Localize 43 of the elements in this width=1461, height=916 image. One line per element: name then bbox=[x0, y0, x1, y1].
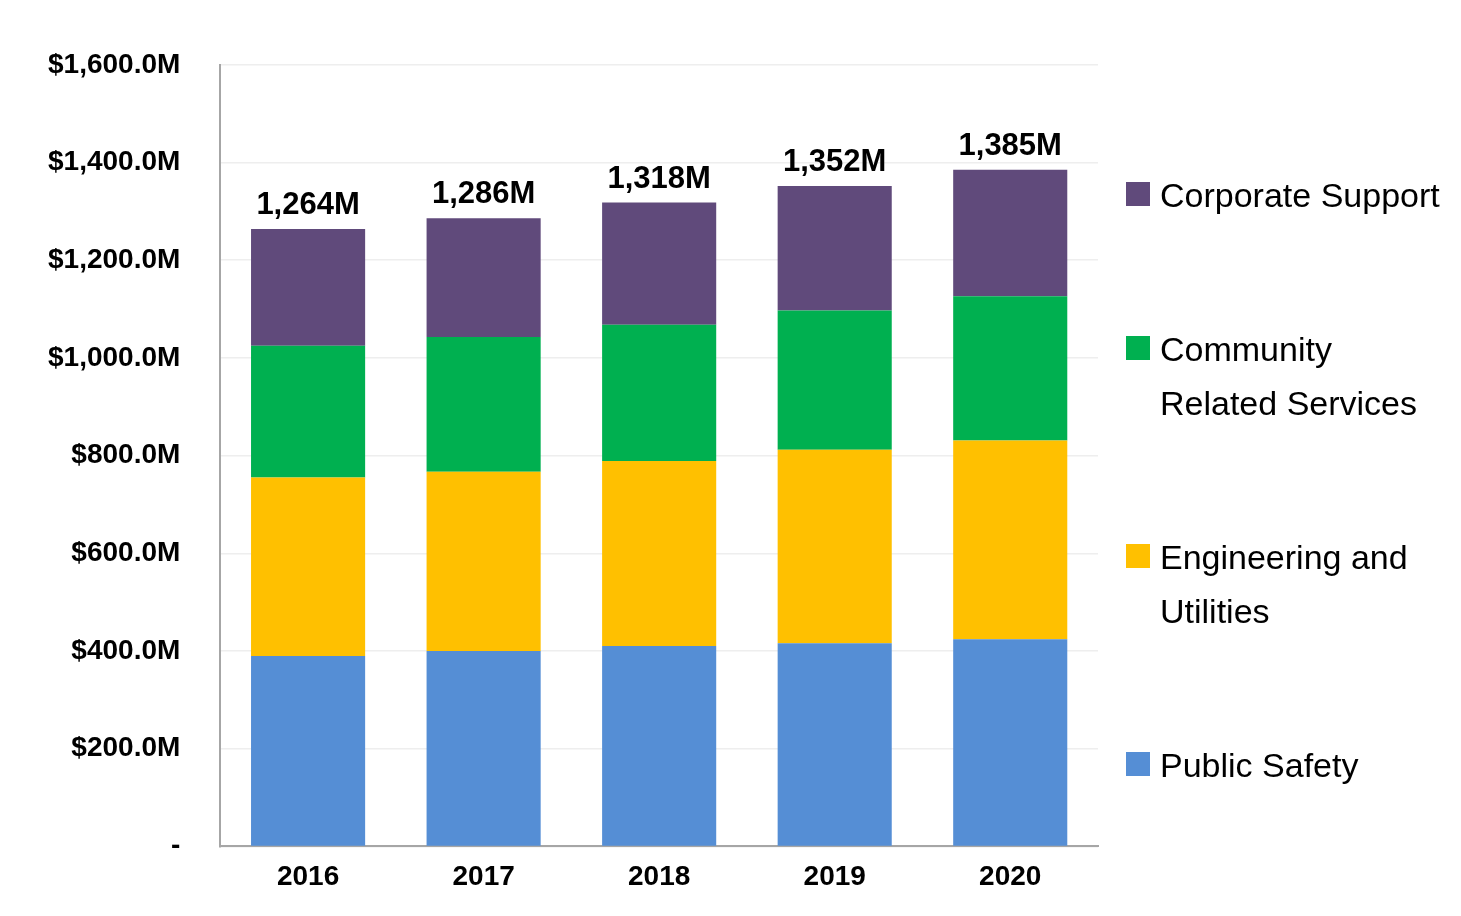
x-tick-label: 2016 bbox=[276, 859, 340, 891]
y-tick-label: $1,400.0M bbox=[47, 145, 181, 177]
bar bbox=[953, 639, 1068, 846]
y-tick-label: $1,600.0M bbox=[47, 47, 181, 79]
bar bbox=[251, 655, 366, 846]
bar bbox=[602, 646, 717, 846]
bar bbox=[602, 324, 717, 461]
y-tick-label: $200.0M bbox=[71, 731, 181, 763]
legend-label: Community Related Services bbox=[1160, 329, 1418, 424]
total-label: 1,318M bbox=[607, 159, 711, 195]
y-tick-label: $1,000.0M bbox=[47, 340, 181, 372]
bar bbox=[426, 471, 541, 651]
total-label: 1,352M bbox=[782, 142, 887, 178]
x-tick-label: 2018 bbox=[628, 859, 691, 891]
bar bbox=[953, 296, 1068, 441]
bar bbox=[426, 218, 541, 337]
bar bbox=[251, 477, 366, 656]
x-tick-label: 2020 bbox=[979, 859, 1042, 891]
bar bbox=[602, 460, 717, 647]
bar bbox=[251, 228, 366, 346]
y-tick-label: $1,200.0M bbox=[47, 242, 181, 274]
bar bbox=[426, 651, 541, 846]
bar bbox=[953, 440, 1068, 640]
y-tick-label: $600.0M bbox=[71, 536, 181, 568]
y-tick-label: $400.0M bbox=[71, 633, 181, 665]
x-tick-label: 2019 bbox=[803, 859, 866, 891]
legend-label: Public Safety bbox=[1160, 745, 1359, 786]
bar bbox=[777, 449, 892, 644]
total-label: 1,286M bbox=[431, 175, 536, 211]
y-tick-label: - bbox=[170, 829, 181, 861]
bar bbox=[602, 202, 717, 325]
y-tick-label: $800.0M bbox=[71, 438, 181, 470]
legend-label: Corporate Support bbox=[1160, 175, 1440, 216]
bar bbox=[953, 169, 1068, 297]
bar bbox=[251, 345, 366, 478]
total-label: 1,264M bbox=[256, 185, 360, 221]
total-label: 1,385M bbox=[958, 126, 1062, 162]
bar bbox=[777, 643, 892, 846]
bar bbox=[426, 336, 541, 472]
bar bbox=[777, 185, 892, 311]
legend-label: Engineering and Utilities bbox=[1160, 537, 1409, 632]
x-tick-label: 2017 bbox=[452, 859, 515, 891]
bar bbox=[777, 310, 892, 450]
